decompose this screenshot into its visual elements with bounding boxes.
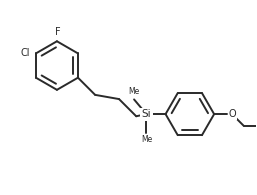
Text: Cl: Cl [21,48,30,58]
Text: F: F [56,27,61,37]
Text: Me: Me [128,87,140,96]
Text: Me: Me [141,135,152,144]
Text: Si: Si [142,109,151,119]
Text: O: O [228,109,236,119]
